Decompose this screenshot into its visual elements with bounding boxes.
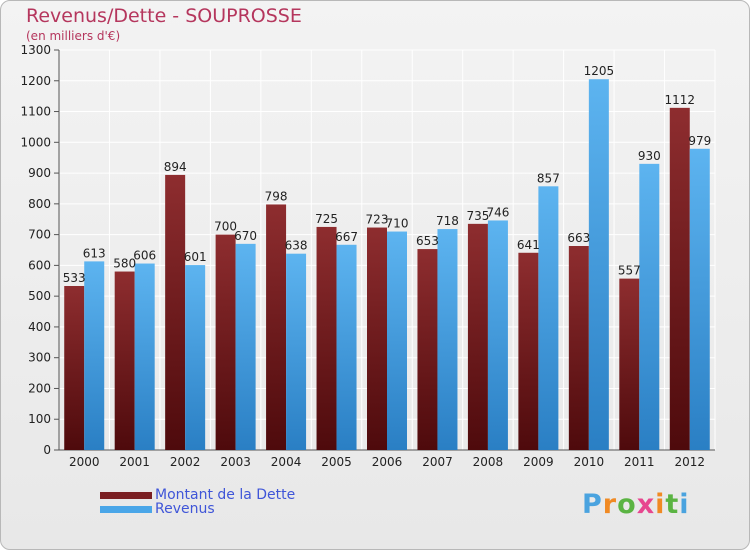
logo-letter: x bbox=[636, 489, 656, 520]
value-label-dette: 894 bbox=[164, 160, 187, 174]
value-label-dette: 533 bbox=[63, 271, 86, 285]
value-label-revenus: 746 bbox=[486, 205, 509, 219]
logo-letter: i bbox=[655, 489, 666, 520]
value-label-revenus: 930 bbox=[638, 149, 661, 163]
labels: 5336135806068946017006707986387256677237… bbox=[63, 64, 711, 285]
legend-label-revenus: Revenus bbox=[155, 501, 215, 517]
logo-letter: i bbox=[679, 489, 690, 520]
value-label-dette: 723 bbox=[366, 213, 389, 227]
y-tick-label: 700 bbox=[28, 228, 51, 242]
bar-revenus bbox=[689, 148, 710, 450]
chart-subtitle: (en milliers d'€) bbox=[26, 29, 121, 43]
value-label-dette: 557 bbox=[618, 264, 641, 278]
x-tick-label: 2005 bbox=[321, 455, 352, 469]
bar-revenus bbox=[235, 243, 256, 450]
y-tick-label: 500 bbox=[28, 289, 51, 303]
x-tick-label: 2002 bbox=[170, 455, 201, 469]
bar-dette bbox=[266, 204, 287, 450]
bar-revenus bbox=[387, 231, 407, 450]
bar-dette bbox=[619, 278, 640, 450]
value-label-revenus: 718 bbox=[436, 214, 459, 228]
bar-dette bbox=[669, 107, 690, 450]
value-label-revenus: 979 bbox=[688, 134, 711, 148]
value-label-dette: 653 bbox=[416, 234, 439, 248]
x-tick-label: 2012 bbox=[674, 455, 705, 469]
value-label-dette: 1112 bbox=[664, 93, 695, 107]
y-tick-label: 1200 bbox=[20, 74, 51, 88]
bar-revenus bbox=[538, 186, 559, 451]
logo-letter: o bbox=[617, 489, 637, 520]
legend-item-dette: Montant de la Dette bbox=[100, 487, 295, 503]
legend-swatch-dette bbox=[100, 491, 152, 499]
x-tick-label: 2004 bbox=[271, 455, 302, 469]
x-tick-label: 2006 bbox=[372, 455, 403, 469]
x-tick-label: 2007 bbox=[422, 455, 453, 469]
bar-revenus bbox=[487, 220, 508, 450]
bar-revenus bbox=[185, 265, 206, 450]
bar-dette bbox=[518, 252, 539, 450]
bar-revenus bbox=[336, 244, 357, 450]
y-tick-label: 1300 bbox=[20, 43, 51, 57]
chart-title: Revenus/Dette - SOUPROSSE bbox=[26, 5, 302, 27]
value-label-revenus: 667 bbox=[335, 230, 358, 244]
value-label-revenus: 710 bbox=[386, 217, 409, 231]
y-tick-label: 200 bbox=[28, 381, 51, 395]
value-label-dette: 735 bbox=[466, 209, 489, 223]
value-label-dette: 798 bbox=[265, 189, 288, 203]
value-label-revenus: 613 bbox=[83, 246, 106, 260]
y-tick-label: 600 bbox=[28, 258, 51, 272]
bar-revenus bbox=[639, 163, 660, 450]
y-tick-label: 900 bbox=[28, 166, 51, 180]
bar-dette bbox=[417, 249, 438, 450]
y-tick-label: 800 bbox=[28, 197, 51, 211]
value-label-revenus: 857 bbox=[537, 171, 560, 185]
bar-dette bbox=[367, 227, 387, 450]
x-tick-label: 2009 bbox=[523, 455, 554, 469]
y-tick-label: 300 bbox=[28, 351, 51, 365]
logo-letter: r bbox=[602, 489, 618, 520]
bar-revenus bbox=[134, 263, 155, 450]
x-tick-label: 2008 bbox=[473, 455, 504, 469]
bar-revenus bbox=[437, 229, 458, 450]
value-label-dette: 580 bbox=[113, 257, 136, 271]
y-tick-label: 1000 bbox=[20, 135, 51, 149]
value-label-dette: 663 bbox=[567, 231, 590, 245]
bar-revenus bbox=[588, 79, 609, 450]
proxiti-logo: Proxiti bbox=[582, 489, 690, 520]
value-label-revenus: 606 bbox=[133, 249, 156, 263]
bar-revenus bbox=[84, 261, 105, 450]
value-label-dette: 725 bbox=[315, 212, 338, 226]
logo-letter: t bbox=[665, 489, 680, 520]
y-tick-label: 1100 bbox=[20, 105, 51, 119]
bar-revenus bbox=[286, 253, 307, 450]
x-tick-label: 2011 bbox=[624, 455, 655, 469]
axes: 0 100 200 300 400 500 600 700 800 900 1000 1100 1200… bbox=[20, 43, 715, 469]
x-tick-label: 2001 bbox=[119, 455, 150, 469]
legend-label-dette: Montant de la Dette bbox=[155, 487, 296, 503]
legend-item-revenus: Revenus bbox=[100, 501, 215, 517]
y-tick-label: 400 bbox=[28, 320, 51, 334]
bar-dette bbox=[165, 174, 186, 450]
value-label-dette: 700 bbox=[214, 220, 237, 234]
x-tick-label: 2010 bbox=[574, 455, 605, 469]
logo-letter: P bbox=[582, 489, 603, 520]
value-label-revenus: 1205 bbox=[584, 64, 615, 78]
bar-dette bbox=[467, 223, 488, 450]
y-tick-label: 0 bbox=[43, 443, 51, 457]
bar-dette bbox=[64, 286, 85, 450]
bar-dette bbox=[215, 234, 236, 450]
value-label-revenus: 670 bbox=[234, 229, 257, 243]
x-tick-label: 2000 bbox=[69, 455, 100, 469]
value-label-revenus: 601 bbox=[184, 250, 207, 264]
bar-dette bbox=[316, 226, 337, 450]
bar-dette bbox=[114, 271, 135, 450]
value-label-dette: 641 bbox=[517, 238, 540, 252]
y-tick-label: 100 bbox=[28, 412, 51, 426]
value-label-revenus: 638 bbox=[285, 239, 308, 253]
legend-swatch-revenus bbox=[100, 505, 152, 513]
bars bbox=[64, 79, 710, 451]
bar-dette bbox=[568, 246, 589, 450]
x-tick-label: 2003 bbox=[220, 455, 251, 469]
